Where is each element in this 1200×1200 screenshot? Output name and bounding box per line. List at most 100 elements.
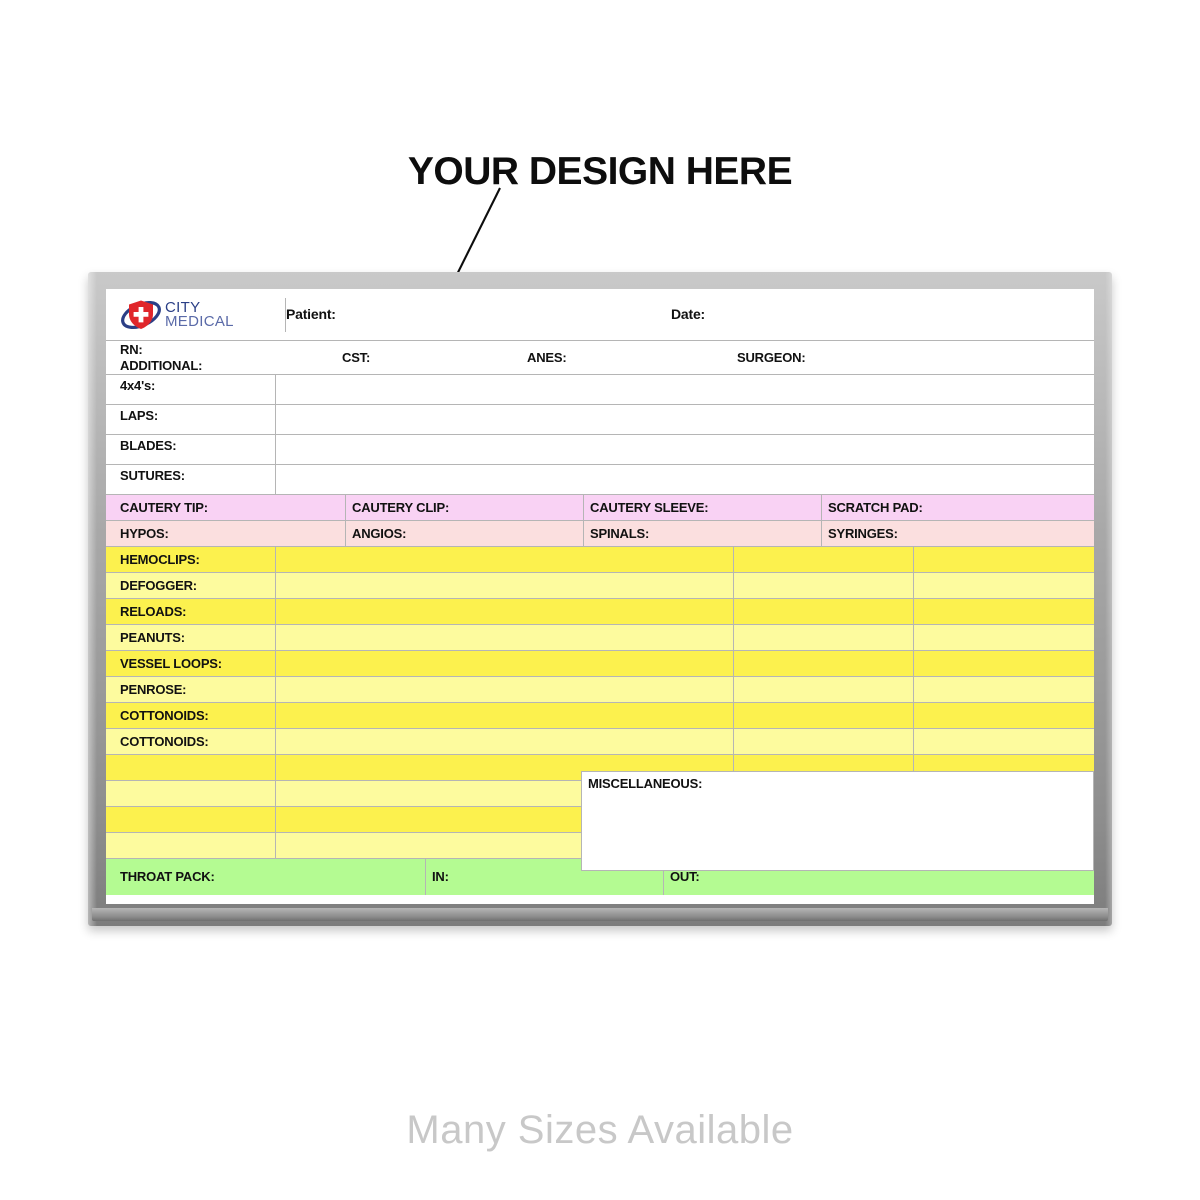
supply-write-area[interactable] bbox=[914, 729, 1094, 754]
supply-write-area[interactable] bbox=[276, 573, 734, 598]
cst-field[interactable]: CST: bbox=[336, 341, 521, 374]
supply-write-area[interactable] bbox=[734, 651, 914, 676]
pink-row-cautery: CAUTERY TIP: CAUTERY CLIP: CAUTERY SLEEV… bbox=[106, 495, 1094, 521]
miscellaneous-label: MISCELLANEOUS: bbox=[588, 776, 703, 791]
count-write-area[interactable] bbox=[276, 405, 1094, 434]
patient-field[interactable]: Patient: bbox=[286, 307, 671, 322]
cautery-sleeve-field[interactable]: CAUTERY SLEEVE: bbox=[584, 495, 822, 520]
hypos-label: HYPOS: bbox=[120, 525, 169, 541]
logo-text-line2: MEDICAL bbox=[165, 312, 234, 330]
count-write-area[interactable] bbox=[276, 465, 1094, 494]
supply-write-area[interactable] bbox=[734, 703, 914, 728]
cautery-clip-field[interactable]: CAUTERY CLIP: bbox=[346, 495, 584, 520]
surgeon-field[interactable]: SURGEON: bbox=[731, 341, 1094, 374]
count-label-cell: BLADES: bbox=[106, 435, 276, 464]
yellow-row-penrose: PENROSE: bbox=[106, 677, 1094, 703]
callout-label: YOUR DESIGN HERE bbox=[407, 150, 793, 193]
yellow-row-hemoclips: HEMOCLIPS: bbox=[106, 547, 1094, 573]
supply-write-area[interactable] bbox=[276, 729, 734, 754]
count-label-cell: SUTURES: bbox=[106, 465, 276, 494]
staff-row: RN: ADDITIONAL: CST: ANES: SURGEON: bbox=[106, 341, 1094, 375]
supply-write-area[interactable] bbox=[914, 625, 1094, 650]
cautery-tip-label: CAUTERY TIP: bbox=[120, 499, 208, 515]
supply-label: COTTONOIDS: bbox=[120, 733, 209, 749]
supply-label: PEANUTS: bbox=[120, 629, 185, 645]
count-label-cell: 4x4's: bbox=[106, 375, 276, 404]
logo: CITY MEDICAL bbox=[106, 297, 286, 332]
yellow-row-cottonoids-1: COTTONOIDS: bbox=[106, 703, 1094, 729]
anes-label: ANES: bbox=[527, 349, 567, 365]
supply-write-area[interactable] bbox=[276, 677, 734, 702]
supply-label-cell bbox=[106, 755, 276, 780]
medical-shield-icon bbox=[120, 298, 162, 332]
additional-label: ADDITIONAL: bbox=[120, 357, 203, 373]
supply-write-area[interactable] bbox=[276, 625, 734, 650]
in-label: IN: bbox=[432, 869, 449, 885]
yellow-row-vessel-loops: VESSEL LOOPS: bbox=[106, 651, 1094, 677]
supply-write-area[interactable] bbox=[734, 599, 914, 624]
yellow-row-reloads: RELOADS: bbox=[106, 599, 1094, 625]
supply-label-cell bbox=[106, 781, 276, 806]
supply-write-area[interactable] bbox=[734, 547, 914, 572]
supply-write-area[interactable] bbox=[914, 677, 1094, 702]
out-label: OUT: bbox=[670, 869, 700, 885]
supply-write-area[interactable] bbox=[734, 755, 914, 780]
count-write-area[interactable] bbox=[276, 375, 1094, 404]
yellow-row-defogger: DEFOGGER: bbox=[106, 573, 1094, 599]
date-label: Date: bbox=[671, 307, 706, 322]
count-row-blades: BLADES: bbox=[106, 435, 1094, 465]
watermark-label: Many Sizes Available bbox=[406, 1108, 794, 1152]
whiteboard-frame: CITY MEDICAL Patient: Date: RN: ADDITION… bbox=[88, 272, 1112, 926]
angios-field[interactable]: ANGIOS: bbox=[346, 521, 584, 546]
supply-label-cell bbox=[106, 807, 276, 832]
miscellaneous-field[interactable]: MISCELLANEOUS: bbox=[581, 771, 1094, 871]
supply-label-cell bbox=[106, 833, 276, 858]
supply-label: COTTONOIDS: bbox=[120, 707, 209, 723]
throat-pack-out-field[interactable]: OUT: bbox=[664, 859, 1094, 895]
supply-write-area[interactable] bbox=[734, 729, 914, 754]
supply-write-area[interactable] bbox=[276, 547, 734, 572]
supply-write-area[interactable] bbox=[734, 625, 914, 650]
scratch-pad-field[interactable]: SCRATCH PAD: bbox=[822, 495, 1094, 520]
supply-label-cell: DEFOGGER: bbox=[106, 573, 276, 598]
rn-field[interactable]: RN: ADDITIONAL: bbox=[106, 341, 336, 374]
patient-label: Patient: bbox=[286, 307, 336, 322]
hypos-field[interactable]: HYPOS: bbox=[106, 521, 346, 546]
count-write-area[interactable] bbox=[276, 435, 1094, 464]
supply-write-area[interactable] bbox=[276, 651, 734, 676]
cautery-tip-field[interactable]: CAUTERY TIP: bbox=[106, 495, 346, 520]
syringes-field[interactable]: SYRINGES: bbox=[822, 521, 1094, 546]
cautery-clip-label: CAUTERY CLIP: bbox=[352, 499, 450, 515]
board-surface: CITY MEDICAL Patient: Date: RN: ADDITION… bbox=[106, 289, 1094, 904]
supply-label: HEMOCLIPS: bbox=[120, 551, 200, 567]
spinals-field[interactable]: SPINALS: bbox=[584, 521, 822, 546]
throat-pack-in-field[interactable]: IN: bbox=[426, 859, 664, 895]
cst-label: CST: bbox=[342, 349, 371, 365]
supply-write-area[interactable] bbox=[734, 573, 914, 598]
date-field[interactable]: Date: bbox=[671, 307, 1094, 322]
rn-label: RN: bbox=[120, 341, 143, 357]
angios-label: ANGIOS: bbox=[352, 525, 407, 541]
board-header-row: CITY MEDICAL Patient: Date: bbox=[106, 289, 1094, 341]
supply-write-area[interactable] bbox=[914, 651, 1094, 676]
frame-bottom-bevel bbox=[92, 908, 1108, 921]
supply-write-area[interactable] bbox=[276, 703, 734, 728]
supply-label-cell: RELOADS: bbox=[106, 599, 276, 624]
count-label-cell: LAPS: bbox=[106, 405, 276, 434]
supply-write-area[interactable] bbox=[914, 703, 1094, 728]
supply-write-area[interactable] bbox=[276, 599, 734, 624]
supply-label-cell: COTTONOIDS: bbox=[106, 729, 276, 754]
supply-label-cell: COTTONOIDS: bbox=[106, 703, 276, 728]
count-row-4x4: 4x4's: bbox=[106, 375, 1094, 405]
count-label: 4x4's: bbox=[120, 378, 156, 393]
supply-write-area[interactable] bbox=[914, 547, 1094, 572]
supply-write-area[interactable] bbox=[734, 677, 914, 702]
throat-pack-field[interactable]: THROAT PACK: bbox=[106, 859, 426, 895]
supply-write-area[interactable] bbox=[276, 755, 734, 780]
count-label: BLADES: bbox=[120, 438, 177, 453]
yellow-row-cottonoids-2: COTTONOIDS: bbox=[106, 729, 1094, 755]
anes-field[interactable]: ANES: bbox=[521, 341, 731, 374]
supply-write-area[interactable] bbox=[914, 573, 1094, 598]
supply-write-area[interactable] bbox=[914, 599, 1094, 624]
spinals-label: SPINALS: bbox=[590, 525, 650, 541]
